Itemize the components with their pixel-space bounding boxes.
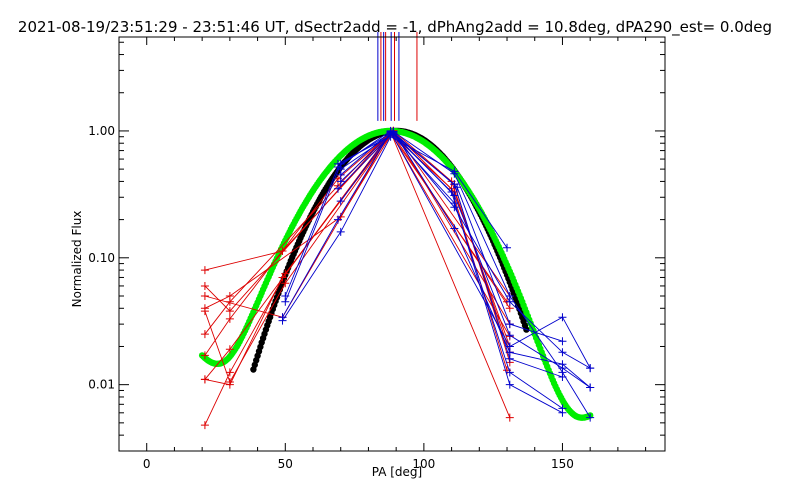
blue-data-point <box>586 364 595 373</box>
y-axis-label: Normalized Flux <box>70 211 84 308</box>
blue-data-point <box>558 408 567 417</box>
blue-series-line <box>340 130 591 388</box>
blue-data-point <box>505 368 514 377</box>
blue-data-point <box>336 165 345 174</box>
data-series-layer <box>200 126 595 430</box>
blue-data-point <box>281 291 290 300</box>
blue-data-series <box>281 126 595 373</box>
red-data-point <box>278 273 287 282</box>
red-data-series <box>200 126 514 313</box>
x-tick-label: 150 <box>551 457 574 471</box>
blue-data-series <box>336 127 595 392</box>
red-data-series <box>200 127 514 339</box>
blue-data-point <box>333 215 342 224</box>
red-data-point <box>505 413 514 422</box>
red-data-point <box>200 266 209 275</box>
blue-data-point <box>278 316 287 325</box>
fit-curve-layer <box>198 127 594 421</box>
y-tick-label: 0.10 <box>88 251 115 265</box>
blue-data-point <box>450 180 459 189</box>
red-series-line <box>204 130 511 384</box>
red-data-series <box>200 127 514 430</box>
y-tick-label: 1.00 <box>88 124 115 138</box>
axis-layer: 0 50 100 150 0.01 0.10 1.00 <box>88 37 665 471</box>
blue-data-point <box>336 197 345 206</box>
blue-data-point <box>505 297 514 306</box>
black-fit-curve <box>250 127 530 373</box>
blue-data-point <box>505 320 514 329</box>
red-data-point <box>200 351 209 360</box>
red-data-point <box>225 314 234 323</box>
blue-data-point <box>389 129 398 138</box>
red-data-point <box>225 307 234 316</box>
vertical-marker-layer <box>377 32 418 121</box>
blue-data-series <box>336 129 595 392</box>
blue-data-point <box>505 331 514 340</box>
blue-data-point <box>505 354 514 363</box>
plot-frame <box>118 36 666 452</box>
blue-series-line <box>337 133 563 414</box>
blue-data-series <box>278 132 512 325</box>
blue-data-point <box>586 383 595 392</box>
blue-data-point <box>505 380 514 389</box>
red-data-series <box>200 128 514 422</box>
red-data-point <box>200 281 209 290</box>
blue-data-point <box>333 184 342 193</box>
blue-data-point <box>333 159 342 168</box>
x-axis-label: PA [deg] <box>372 465 422 479</box>
red-data-point <box>225 345 234 354</box>
red-data-point <box>200 291 209 300</box>
red-data-point <box>225 368 234 377</box>
blue-data-point <box>558 348 567 357</box>
blue-series-line <box>340 132 563 409</box>
red-data-point <box>200 330 209 339</box>
blue-data-point <box>450 169 459 178</box>
blue-data-series <box>336 129 567 413</box>
red-data-point <box>200 307 209 316</box>
red-data-point <box>200 375 209 384</box>
red-data-point <box>200 421 209 430</box>
blue-data-point <box>503 243 512 252</box>
blue-series-line <box>284 130 591 418</box>
red-series-line <box>204 130 511 418</box>
blue-data-point <box>558 313 567 322</box>
red-data-point <box>225 297 234 306</box>
blue-data-point <box>450 191 459 200</box>
red-data-point <box>225 377 234 386</box>
x-tick-label: 50 <box>278 457 293 471</box>
x-tick-label: 0 <box>143 457 151 471</box>
chart-title: 2021-08-19/23:51:29 - 23:51:46 UT, dSect… <box>18 18 772 37</box>
y-tick-label: 0.01 <box>88 378 115 392</box>
blue-series-line <box>340 132 591 388</box>
red-series-line <box>204 130 511 426</box>
x-tick-label: 100 <box>412 457 435 471</box>
blue-data-point <box>586 413 595 422</box>
blue-data-point <box>558 364 567 373</box>
blue-data-series <box>278 128 595 373</box>
blue-data-point <box>450 224 459 233</box>
red-data-point <box>281 279 290 288</box>
green-fit-curve <box>198 127 594 421</box>
blue-data-point <box>558 337 567 346</box>
blue-data-point <box>336 227 345 236</box>
blue-series-line <box>282 131 591 369</box>
blue-data-series <box>333 130 567 417</box>
blue-data-point <box>558 372 567 381</box>
